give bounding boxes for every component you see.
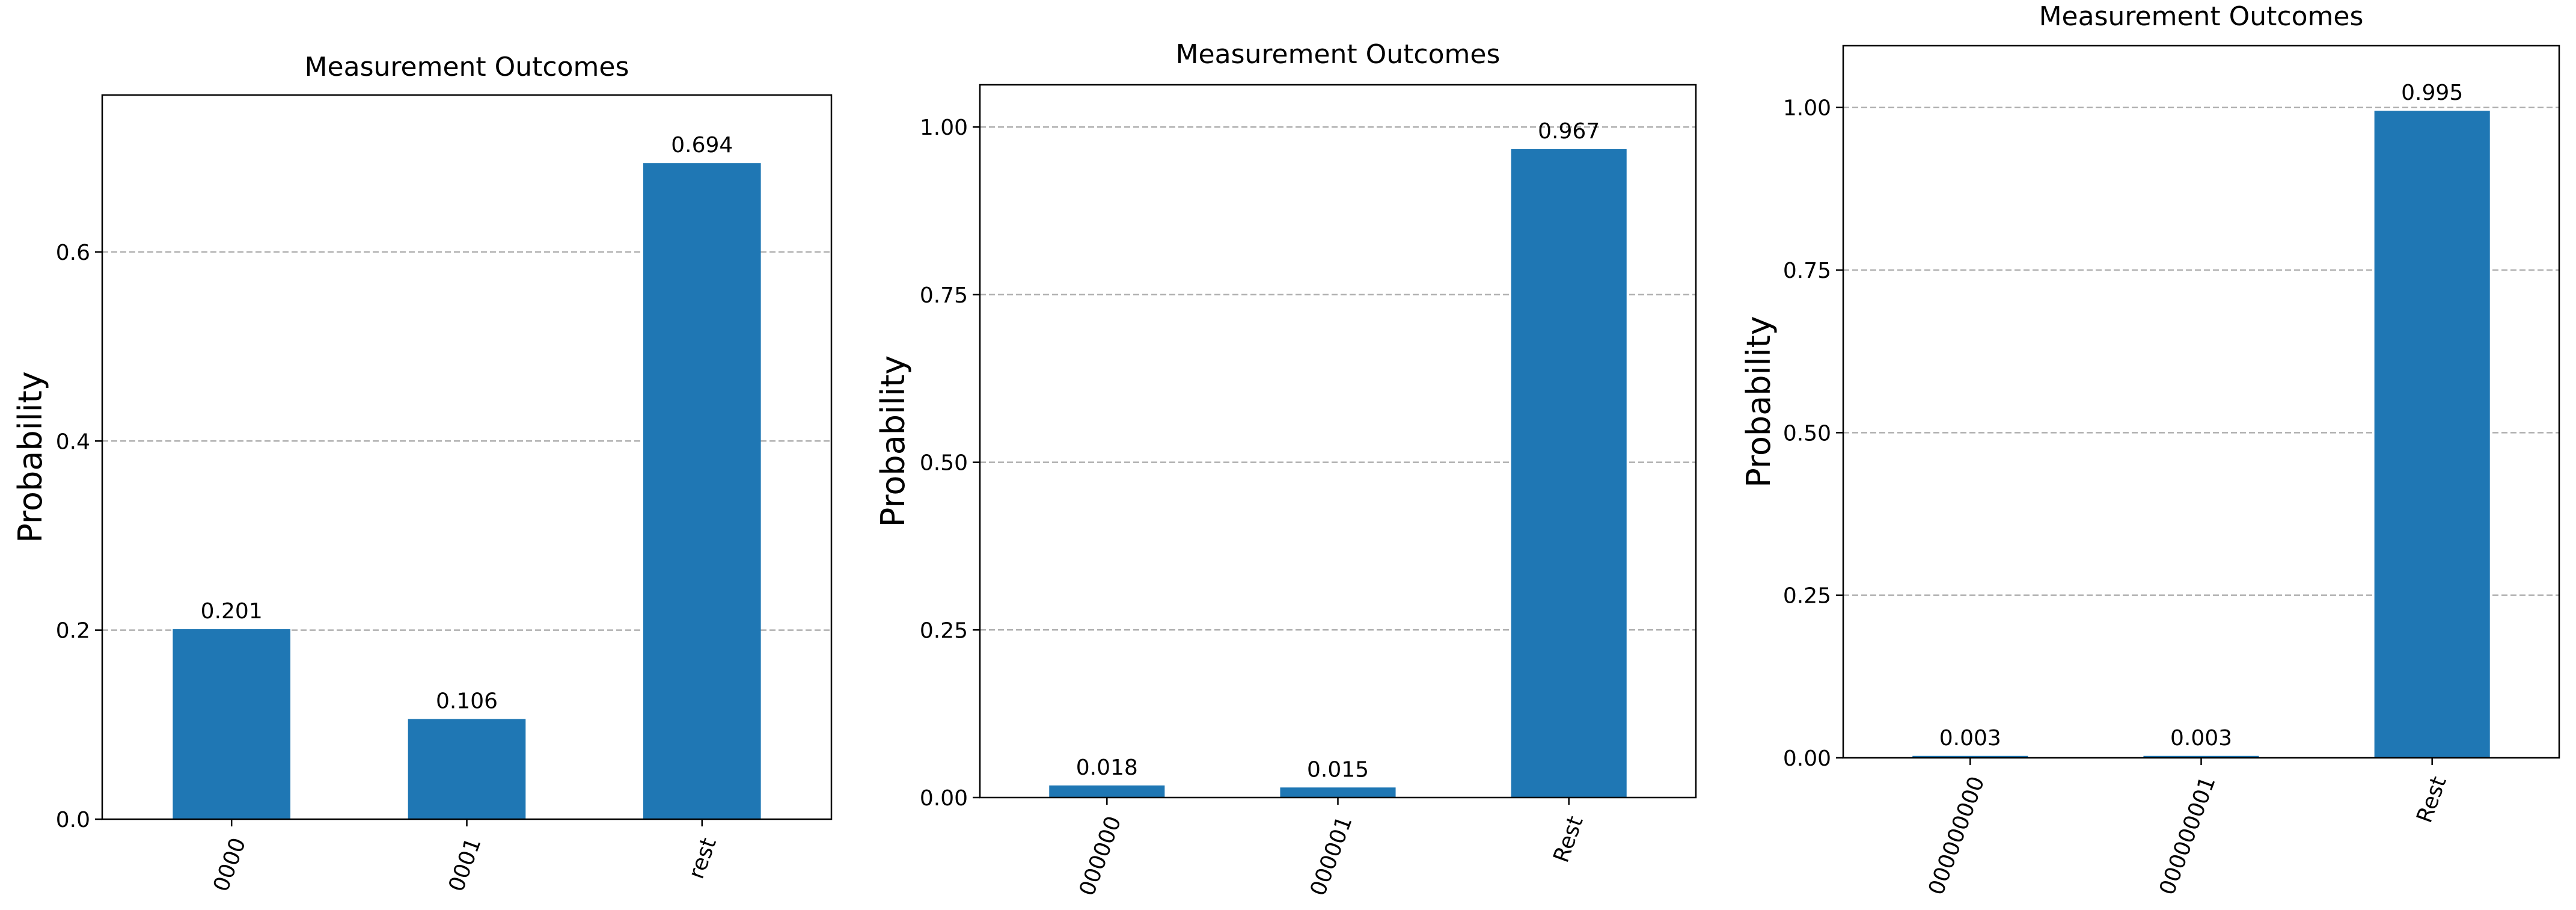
- x-tick-label: 0001: [444, 835, 486, 895]
- value-label: 0.694: [671, 133, 733, 158]
- value-label: 0.967: [1538, 119, 1600, 144]
- axes-frame: [1842, 45, 2560, 759]
- x-tick-label: 000000001: [2155, 773, 2221, 899]
- y-tick-label: 0.50: [1783, 421, 1831, 446]
- y-axis-label: Probability: [11, 371, 49, 543]
- value-label: 0.018: [1076, 755, 1138, 780]
- y-tick-label: 0.25: [1783, 584, 1831, 609]
- axes-frame: [979, 84, 1697, 799]
- x-tick-label: 000000: [1075, 813, 1127, 899]
- chart-panel-1: 0.0 0.2 0.4 0.6 0.201 0000 0.106 0001 0.694 rest M…: [11, 52, 833, 895]
- bar-0001: [408, 719, 526, 819]
- value-label: 0.106: [436, 689, 498, 713]
- y-tick-label: 0.00: [1783, 746, 1831, 771]
- x-tick-label: Rest: [2412, 773, 2451, 826]
- y-axis-label: Probability: [1740, 316, 1778, 487]
- bar-000001: [1280, 787, 1396, 798]
- x-tick-label: rest: [684, 835, 721, 882]
- x-tick-label: 000001: [1306, 813, 1357, 899]
- chart-panel-3: 0.00 0.25 0.50 0.75 1.00 0.003 000000000 0.003 0…: [1740, 1, 2560, 899]
- y-tick-label: 0.6: [56, 241, 90, 265]
- y-tick-label: 0.75: [920, 283, 968, 308]
- value-label: 0.995: [2401, 81, 2463, 105]
- bar-Rest: [1511, 149, 1627, 798]
- chart-title: Measurement Outcomes: [305, 52, 629, 82]
- y-tick-label: 0.2: [56, 619, 90, 644]
- value-label: 0.015: [1307, 757, 1369, 782]
- chart-panel-2: 0.00 0.25 0.50 0.75 1.00 0.018 000000 0.015 0000…: [874, 39, 1697, 899]
- value-label: 0.201: [201, 599, 263, 624]
- x-tick-label: Rest: [1549, 813, 1588, 866]
- y-tick-label: 0.00: [920, 786, 968, 811]
- y-tick-label: 0.25: [920, 618, 968, 643]
- bar-Rest: [2374, 111, 2490, 758]
- chart-title: Measurement Outcomes: [1176, 39, 1501, 70]
- y-tick-label: 1.00: [1783, 96, 1831, 121]
- axes-frame: [101, 94, 833, 820]
- y-tick-label: 0.4: [56, 429, 90, 454]
- bar-000000: [1049, 785, 1165, 798]
- bar-000000000: [1912, 755, 2028, 758]
- y-tick-label: 1.00: [920, 115, 968, 140]
- y-tick-label: 0.50: [920, 451, 968, 476]
- y-tick-label: 0.75: [1783, 259, 1831, 283]
- bar-rest: [643, 163, 761, 820]
- x-tick-label: 000000000: [1924, 773, 1989, 899]
- y-tick-label: 0.0: [56, 808, 90, 832]
- bar-000000001: [2143, 755, 2259, 758]
- chart-title: Measurement Outcomes: [2039, 1, 2364, 32]
- value-label: 0.003: [1939, 726, 2001, 751]
- bar-0000: [173, 629, 291, 819]
- y-axis-label: Probability: [874, 355, 912, 527]
- x-tick-label: 0000: [209, 835, 251, 895]
- value-label: 0.003: [2170, 726, 2232, 751]
